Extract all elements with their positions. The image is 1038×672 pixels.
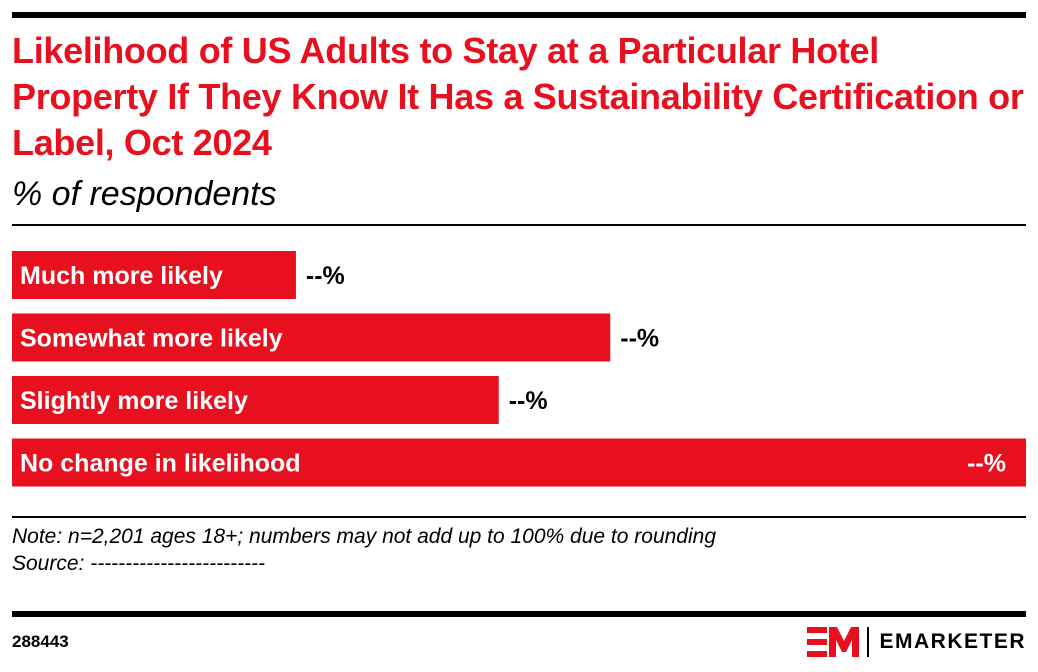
chart-source: Source: -------------------------: [12, 552, 266, 575]
brand-logo: EMARKETER: [807, 624, 1026, 660]
bar-chart: Much more likely --% Somewhat more likely -…: [12, 251, 1026, 487]
top-rule: [12, 12, 1026, 18]
bar-0: [12, 251, 296, 299]
bar-label-2: Slightly more likely: [20, 387, 248, 415]
bar-value-1: --%: [620, 325, 659, 353]
bar-label-1: Somewhat more likely: [20, 325, 283, 353]
bar-value-2: --%: [509, 387, 548, 415]
bar-label-0: Much more likely: [20, 262, 223, 290]
bar-value-3: --%: [967, 450, 1006, 478]
em-logo-icon: [807, 627, 860, 657]
bar-value-0: --%: [306, 262, 345, 290]
chart-id: 288443: [12, 632, 69, 651]
chart-subtitle: % of respondents: [12, 175, 277, 213]
brand-separator: [867, 627, 870, 657]
chart-note: Note: n=2,201 ages 18+; numbers may not …: [12, 525, 717, 548]
bottom-rule: [12, 611, 1026, 617]
bar-label-3: No change in likelihood: [20, 450, 301, 478]
bar-2: [12, 376, 499, 424]
brand-name: EMARKETER: [879, 630, 1026, 653]
subtitle-rule: [12, 224, 1026, 226]
chart-title: Likelihood of US Adults to Stay at a Par…: [12, 30, 1024, 163]
note-rule: [12, 516, 1026, 518]
bar-1: [12, 313, 611, 362]
bar-3: [12, 438, 1026, 487]
